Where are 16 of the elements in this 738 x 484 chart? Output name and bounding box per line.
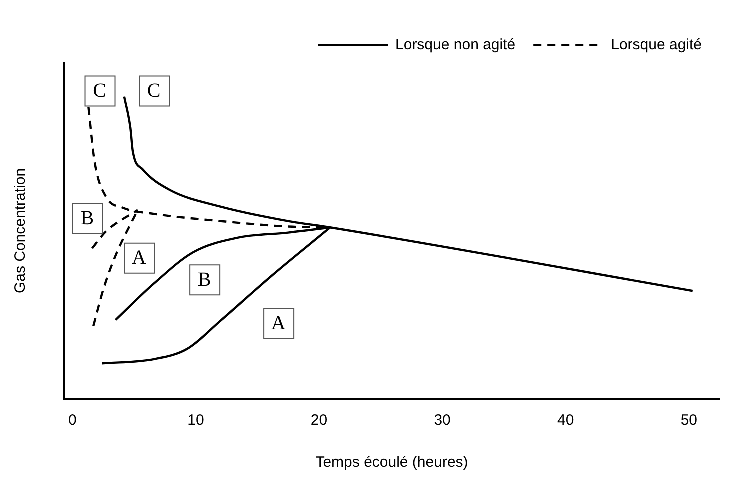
annotation: C — [93, 80, 106, 102]
annotation: A — [271, 312, 286, 334]
x-tick-label: 50 — [680, 412, 698, 430]
annotation: B — [198, 268, 212, 291]
annotation: A — [132, 247, 147, 270]
x-tick-label: 20 — [310, 412, 328, 430]
x-axis-title: Temps écoulé (heures) — [316, 454, 468, 472]
annotation: C — [147, 80, 161, 102]
x-tick-label: 0 — [68, 412, 77, 430]
x-tick-label: 10 — [188, 412, 204, 430]
annotation: B — [80, 208, 94, 230]
x-tick-label: 40 — [558, 412, 574, 430]
x-tick-label: 30 — [434, 412, 451, 430]
legend-label: Lorsque non agité — [396, 36, 516, 54]
y-axis-title: Gas Concentration — [12, 168, 30, 294]
legend-label: Lorsque agité — [611, 36, 702, 54]
